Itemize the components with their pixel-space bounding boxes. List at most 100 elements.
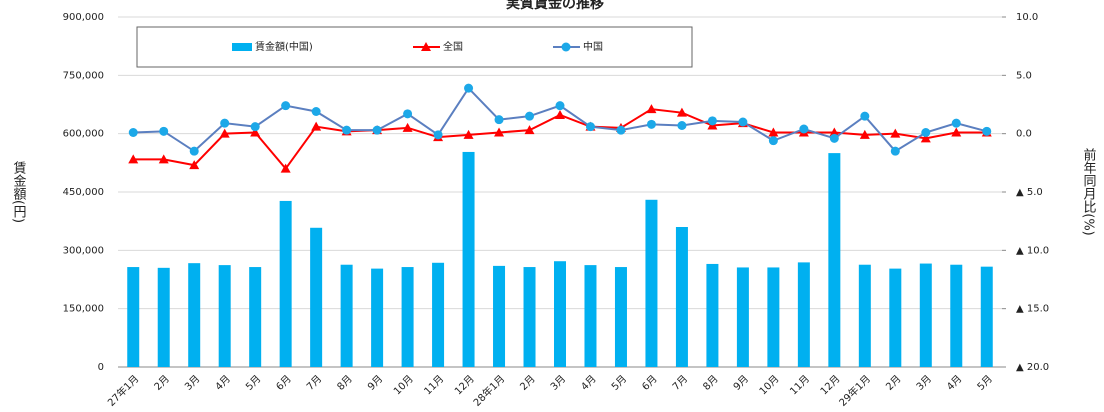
bar bbox=[614, 267, 627, 367]
x-tick-label: 2月 bbox=[152, 373, 172, 393]
line-marker bbox=[311, 121, 322, 131]
x-tick-label: 5月 bbox=[975, 373, 995, 393]
x-tick-label: 4月 bbox=[944, 373, 964, 393]
line-marker bbox=[311, 107, 321, 116]
y-tick-label: 900,000 bbox=[63, 12, 104, 23]
x-tick-label: 6月 bbox=[274, 373, 294, 393]
line-marker bbox=[676, 107, 687, 117]
legend-label: 全国 bbox=[443, 40, 463, 53]
line-marker bbox=[494, 127, 505, 137]
x-tick-label: 2月 bbox=[883, 373, 903, 393]
line-marker bbox=[799, 124, 809, 134]
bar bbox=[889, 268, 902, 367]
line-marker bbox=[920, 133, 931, 143]
legend-swatch bbox=[232, 43, 252, 51]
y-axis-label: 賃金額(円) bbox=[11, 161, 27, 223]
y-tick-label: 450,000 bbox=[63, 187, 104, 198]
line-marker bbox=[859, 129, 870, 139]
line-marker bbox=[707, 116, 717, 126]
line-marker bbox=[250, 127, 261, 137]
line-marker bbox=[768, 136, 778, 146]
chart-title: 実質賃金の推移 bbox=[506, 0, 604, 12]
bar bbox=[523, 267, 536, 367]
line bbox=[133, 86, 988, 153]
line-marker bbox=[128, 154, 139, 164]
line-marker bbox=[829, 133, 839, 143]
line-marker bbox=[219, 128, 230, 138]
x-tick-label: 5月 bbox=[243, 373, 263, 393]
line-marker bbox=[951, 127, 962, 137]
bar bbox=[249, 267, 262, 367]
x-tick-label: 4月 bbox=[213, 373, 233, 393]
bar bbox=[218, 265, 231, 367]
bar bbox=[310, 227, 323, 367]
x-tick-label: 3月 bbox=[182, 373, 202, 393]
x-tick-label: 10月 bbox=[757, 373, 782, 398]
line-marker bbox=[738, 117, 748, 127]
bar bbox=[736, 267, 749, 367]
x-tick-label: 7月 bbox=[670, 373, 690, 393]
bar bbox=[493, 265, 506, 367]
x-tick-label: 4月 bbox=[579, 373, 599, 393]
line-marker bbox=[829, 127, 840, 137]
line-marker bbox=[280, 163, 291, 173]
bar bbox=[157, 267, 170, 367]
x-tick-label: 28年1月 bbox=[470, 372, 507, 409]
x-tick-label: 10月 bbox=[391, 373, 416, 398]
x-tick-label: 2月 bbox=[518, 373, 538, 393]
line-marker bbox=[281, 101, 291, 111]
bar bbox=[645, 199, 658, 367]
x-tick-label: 12月 bbox=[818, 373, 843, 398]
line-marker bbox=[890, 146, 900, 156]
x-tick-label: 29年1月 bbox=[836, 372, 873, 409]
line-marker bbox=[220, 118, 230, 128]
y2-tick-label: ▲ 5.0 bbox=[1016, 187, 1043, 198]
x-tick-label: 6月 bbox=[640, 373, 660, 393]
bar bbox=[432, 262, 445, 367]
line-marker bbox=[768, 127, 779, 137]
line-marker bbox=[342, 125, 352, 135]
bar bbox=[675, 227, 688, 367]
line-marker bbox=[159, 126, 169, 136]
bar bbox=[858, 264, 871, 367]
bar bbox=[279, 200, 292, 367]
line-marker bbox=[646, 119, 656, 129]
legend-marker bbox=[561, 42, 571, 52]
legend-label: 中国 bbox=[583, 40, 603, 53]
x-tick-label: 11月 bbox=[422, 373, 447, 398]
bar bbox=[767, 267, 780, 367]
bar bbox=[828, 153, 841, 367]
bar bbox=[340, 264, 353, 367]
line-marker bbox=[951, 118, 961, 128]
line-marker bbox=[890, 128, 901, 138]
bar bbox=[706, 263, 719, 367]
x-tick-label: 8月 bbox=[335, 373, 355, 393]
bar bbox=[554, 261, 566, 367]
line-marker bbox=[250, 122, 260, 132]
line-marker bbox=[189, 160, 200, 170]
bar bbox=[401, 267, 414, 367]
y2-tick-label: 5.0 bbox=[1016, 70, 1032, 81]
line-marker bbox=[402, 122, 413, 132]
y2-tick-label: ▲ 10.0 bbox=[1016, 245, 1049, 256]
x-tick-label: 3月 bbox=[914, 373, 934, 393]
x-tick-label: 3月 bbox=[548, 373, 568, 393]
line-marker bbox=[524, 125, 535, 135]
line-marker bbox=[158, 154, 169, 164]
line-marker bbox=[921, 128, 931, 137]
bar bbox=[919, 263, 932, 367]
y2-axis-label: 前年同月比(%) bbox=[1081, 148, 1097, 236]
line-marker bbox=[128, 128, 138, 137]
line-marker bbox=[463, 129, 474, 139]
line-marker bbox=[677, 121, 687, 130]
y-tick-label: 750,000 bbox=[63, 70, 104, 81]
line-marker bbox=[494, 115, 504, 125]
bar bbox=[980, 266, 993, 367]
x-tick-label: 8月 bbox=[701, 373, 721, 393]
y2-tick-label: ▲ 15.0 bbox=[1016, 304, 1049, 315]
y2-tick-label: ▲ 20.0 bbox=[1016, 362, 1049, 373]
line-marker bbox=[464, 83, 474, 93]
line-marker bbox=[616, 125, 626, 135]
line-marker bbox=[189, 146, 199, 156]
